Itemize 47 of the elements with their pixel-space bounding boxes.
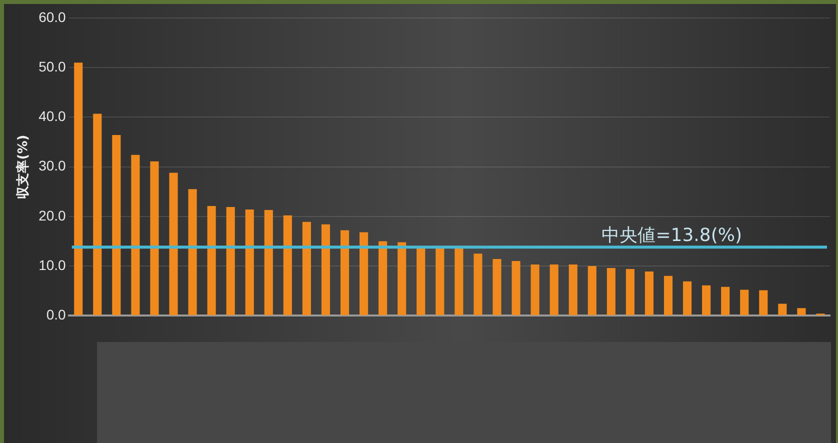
bar — [131, 154, 140, 316]
bar — [702, 285, 711, 316]
bar — [644, 271, 654, 316]
bar — [512, 261, 520, 316]
bar — [664, 276, 673, 316]
bar — [74, 62, 83, 316]
bar — [626, 268, 634, 316]
bar — [588, 266, 596, 316]
bar — [360, 232, 368, 316]
bar — [398, 242, 406, 316]
bar — [606, 268, 616, 316]
y-tick-label: 10.0 — [38, 256, 66, 273]
bar — [454, 248, 464, 316]
bar — [226, 206, 235, 316]
bar — [568, 264, 578, 316]
bar — [302, 222, 311, 316]
bar — [245, 209, 254, 316]
bar — [207, 206, 216, 316]
y-tick-label: 40.0 — [38, 108, 66, 124]
bar — [188, 189, 197, 316]
y-tick-label: 60.0 — [38, 8, 66, 25]
bar — [283, 215, 292, 316]
bar — [550, 264, 558, 316]
bar — [112, 135, 121, 316]
y-tick-label: 50.0 — [38, 58, 66, 74]
bar — [321, 224, 330, 316]
bar — [436, 246, 444, 316]
bar — [797, 308, 806, 316]
y-tick-label: 20.0 — [38, 207, 66, 224]
bar — [474, 254, 482, 316]
bar — [683, 281, 692, 316]
bar — [169, 172, 178, 316]
bar — [778, 304, 787, 316]
bar — [492, 259, 502, 316]
ref-line-label: 中央値=13.8(%) — [602, 224, 742, 246]
bar — [740, 290, 749, 316]
bar — [759, 290, 768, 316]
bar — [264, 210, 273, 316]
bar — [93, 114, 102, 316]
y-tick-label: 30.0 — [38, 158, 66, 174]
bar — [340, 230, 350, 316]
bar — [378, 241, 388, 316]
bar — [150, 161, 159, 316]
y-tick-label: 0.0 — [46, 306, 66, 322]
bar — [530, 264, 540, 316]
bar — [721, 286, 730, 316]
y-axis-title: 収支率(%) — [15, 134, 32, 199]
